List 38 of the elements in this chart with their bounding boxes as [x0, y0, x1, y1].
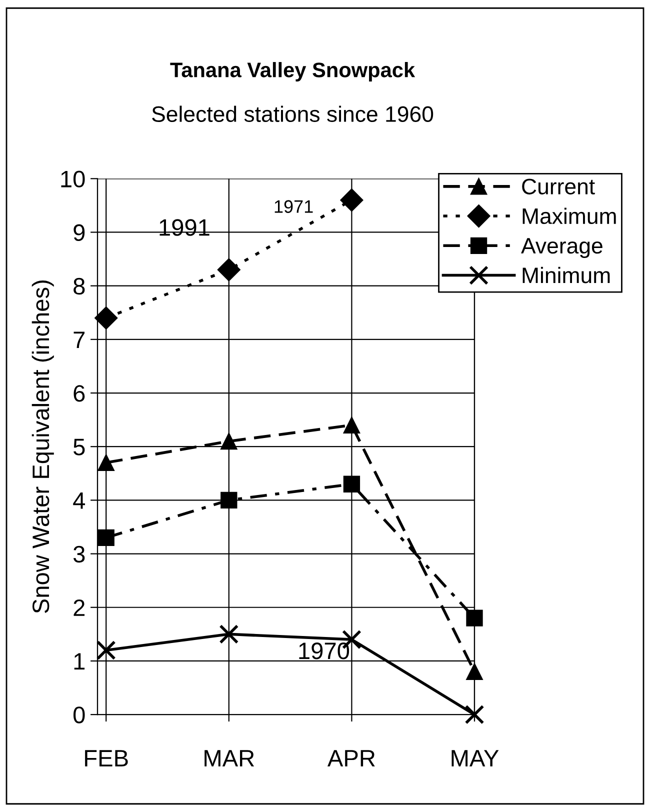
- y-tick-label: 0: [73, 706, 85, 724]
- annotation: 1971: [274, 200, 313, 213]
- y-tick-label: 4: [73, 492, 86, 509]
- y-tick-label: 5: [74, 438, 85, 456]
- legend-label: Minimum: [522, 266, 610, 284]
- point: [466, 610, 483, 626]
- point: [466, 663, 483, 680]
- point: [217, 258, 240, 282]
- y-tick-label: 3: [73, 546, 85, 563]
- x-tick-label: FEB: [85, 750, 128, 766]
- point: [340, 188, 364, 212]
- point: [98, 529, 114, 546]
- point: [220, 432, 238, 450]
- point: [96, 640, 116, 660]
- legend-label: Current: [522, 178, 595, 194]
- point: [464, 704, 484, 724]
- legend-label: Maximum: [522, 208, 616, 224]
- annotation: 1970: [299, 642, 350, 660]
- point: [343, 476, 360, 492]
- y-tick-label: 9: [74, 224, 85, 242]
- point: [343, 416, 360, 434]
- y-tick-label: 7: [74, 332, 85, 348]
- point: [220, 492, 238, 509]
- y-axis-title: Snow Water Equivalent (inches): [32, 280, 54, 614]
- x-tick-label: MAR: [204, 750, 254, 766]
- point: [94, 306, 118, 330]
- y-tick-label: 2: [74, 599, 85, 616]
- y-tick-label: 1: [74, 653, 85, 670]
- point: [219, 624, 239, 644]
- y-tick-label: 6: [74, 385, 85, 402]
- chart-subtitle: Selected stations since 1960: [152, 106, 434, 122]
- x-tick-label: APR: [327, 750, 375, 766]
- y-tick-label: 8: [74, 278, 85, 295]
- x-tick-label: MAY: [452, 750, 499, 766]
- point: [98, 454, 114, 472]
- y-tick-label: 10: [61, 170, 85, 188]
- legend-label: Average: [521, 238, 602, 258]
- chart-title: Tanana Valley Snowpack: [170, 62, 416, 82]
